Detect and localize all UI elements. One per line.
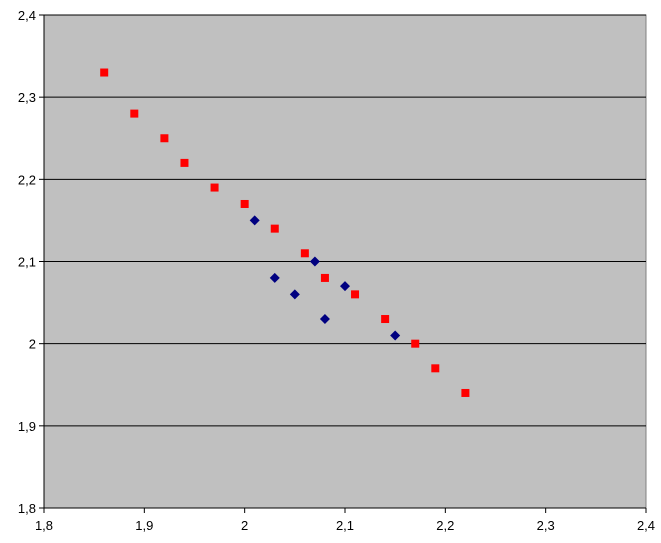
point [411, 339, 420, 348]
point [210, 183, 219, 192]
point [249, 215, 260, 226]
point [309, 256, 320, 267]
point [289, 289, 300, 300]
x-tick-label: 2,4 [637, 518, 655, 533]
x-tick-label: 2,3 [537, 518, 555, 533]
y-tick-label: 2,4 [18, 8, 36, 23]
point [381, 315, 390, 324]
point [130, 109, 139, 118]
y-tick-label: 1,9 [18, 419, 36, 434]
point [340, 281, 350, 292]
y-tick-label: 2,1 [18, 255, 36, 270]
point [240, 199, 249, 208]
point [160, 134, 169, 143]
point [431, 364, 440, 373]
point [100, 68, 109, 77]
y-tick-label: 2,3 [18, 90, 36, 105]
point [269, 272, 280, 283]
point [300, 249, 309, 258]
x-tick-label: 2 [241, 518, 248, 533]
y-tick-label: 2 [29, 337, 36, 352]
point [461, 388, 470, 397]
point [270, 224, 279, 233]
point [320, 273, 329, 282]
point [390, 330, 401, 341]
x-tick-label: 1,9 [135, 518, 153, 533]
x-tick-label: 1,8 [35, 518, 53, 533]
y-tick-label: 1,8 [18, 501, 36, 516]
y-tick-label: 2,2 [18, 172, 36, 187]
point [180, 158, 189, 167]
x-tick-label: 2,1 [336, 518, 354, 533]
point [351, 290, 360, 299]
point [319, 314, 330, 325]
x-tick-label: 2,2 [436, 518, 454, 533]
